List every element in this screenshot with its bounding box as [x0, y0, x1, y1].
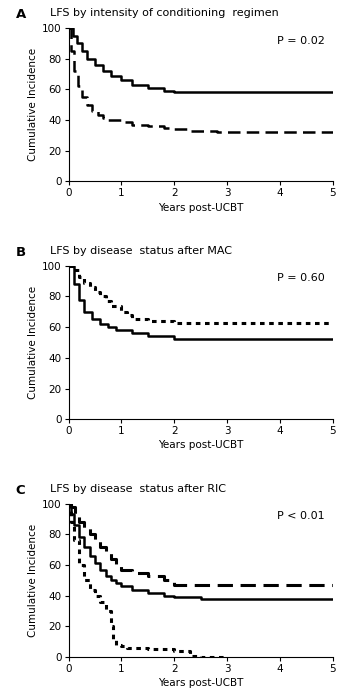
Text: P = 0.60: P = 0.60 — [277, 273, 325, 284]
X-axis label: Years post-UCBT: Years post-UCBT — [158, 678, 243, 689]
X-axis label: Years post-UCBT: Years post-UCBT — [158, 203, 243, 212]
Text: C: C — [16, 484, 25, 497]
Text: P < 0.01: P < 0.01 — [277, 511, 325, 521]
Text: LFS by disease  status after MAC: LFS by disease status after MAC — [50, 246, 232, 256]
Text: LFS by intensity of conditioning  regimen: LFS by intensity of conditioning regimen — [50, 8, 279, 18]
Text: LFS by disease  status after RIC: LFS by disease status after RIC — [50, 484, 226, 493]
Y-axis label: Cumulative Incidence: Cumulative Incidence — [28, 48, 38, 161]
Text: B: B — [16, 246, 26, 259]
Y-axis label: Cumulative Incidence: Cumulative Incidence — [28, 286, 38, 399]
X-axis label: Years post-UCBT: Years post-UCBT — [158, 440, 243, 450]
Y-axis label: Cumulative Incidence: Cumulative Incidence — [28, 524, 38, 637]
Text: A: A — [16, 8, 26, 21]
Text: P = 0.02: P = 0.02 — [277, 36, 325, 45]
